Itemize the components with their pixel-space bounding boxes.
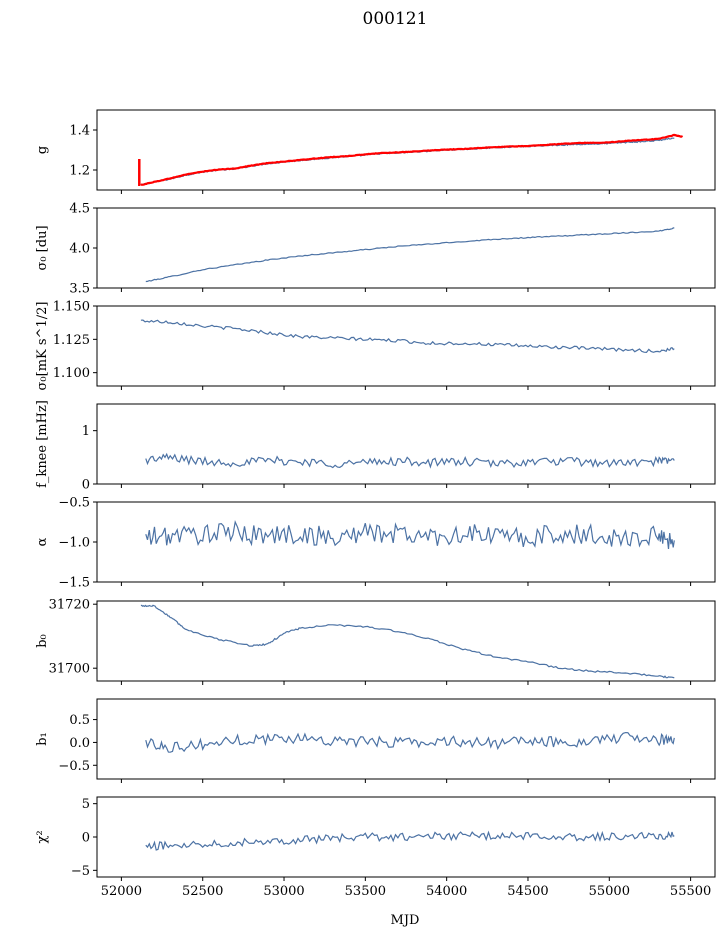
y-tick-label: 0 [82,831,90,846]
y-tick-label: 31700 [49,662,90,677]
y-tick-label: 1 [82,424,90,439]
panel-sigma0: 3.5 4.0 4.5 σ₀ [du] [35,202,716,297]
series-line [145,452,675,469]
x-tick-label: 54500 [507,884,548,899]
figure-title: 000121 [363,9,428,29]
y-tick-label: 1.100 [53,366,90,381]
y-axis-label: f_knee [mHz] [35,400,50,488]
panel-g: 1.2 1.4 g [35,109,716,194]
axes-frame [96,501,716,583]
panel-b1: −0.5 0.0 0.5 b₁ [35,698,716,783]
x-tick-label: 52000 [101,884,142,899]
x-tick-label: 54000 [426,884,467,899]
y-tick-label: 4.5 [69,202,90,217]
y-tick-label: −0.5 [58,759,90,774]
y-tick-label: 1.150 [53,300,90,315]
series-line [145,519,675,549]
y-tick-label: 1.4 [69,124,90,139]
y-tick-label: 1.2 [69,164,90,179]
y-tick-label: −1.5 [58,576,90,591]
axes-frame [96,796,716,878]
x-axis-label: MJD [391,913,420,928]
series-line [140,137,675,186]
y-tick-label: −5 [71,864,90,879]
y-axis-label: α [35,537,50,546]
y-axis-label: σ₀ [du] [35,225,50,270]
y-tick-label: 4.0 [69,242,90,257]
y-tick-label: −0.5 [58,496,90,511]
y-tick-label: 31720 [49,598,90,613]
x-tick-label: 52500 [182,884,223,899]
panels: 1.2 1.4 g 3.5 4.0 4.5 σ₀ [du] 1.100 1.125 1.150σ₀… [35,109,716,899]
axes-frame [96,600,716,682]
series-line [140,133,684,186]
series-line [145,830,675,851]
y-axis-label: b₁ [35,732,50,746]
series-line [145,731,675,753]
y-tick-label: 0.5 [69,713,90,728]
panel-fknee: 0 1 f_knee [mHz] [35,400,716,493]
series-line [145,227,675,283]
axes-frame [96,207,716,289]
y-axis-label: b₀ [35,634,50,648]
panel-b0: 31700 31720 b₀ [35,598,716,685]
y-axis-label: χ² [35,830,50,843]
axes-frame [96,403,716,485]
series-line [140,604,675,679]
y-axis-label: σ₀[mK s^1/2] [35,302,50,391]
y-tick-label: −1.0 [58,536,90,551]
panel-alpha: −1.5 −1.0 −0.5 α [35,496,716,591]
x-tick-label: 55000 [589,884,630,899]
y-axis-label: g [35,146,50,154]
x-tick-label: 53500 [345,884,386,899]
axes-frame [96,109,716,191]
x-tick-label: 55500 [670,884,711,899]
axes-frame [96,305,716,387]
y-tick-label: 1.125 [53,333,90,348]
axes-frame [96,698,716,780]
y-tick-label: 0 [82,478,90,493]
x-tick-label: 53000 [263,884,304,899]
y-tick-label: 3.5 [69,282,90,297]
y-tick-label: 0.0 [69,736,90,751]
panel-chi2: −5 0 5 52000 52500 53000 53500 54000 54500 55000 5… [35,796,716,899]
series-line [140,319,675,354]
y-tick-label: 5 [82,797,90,812]
